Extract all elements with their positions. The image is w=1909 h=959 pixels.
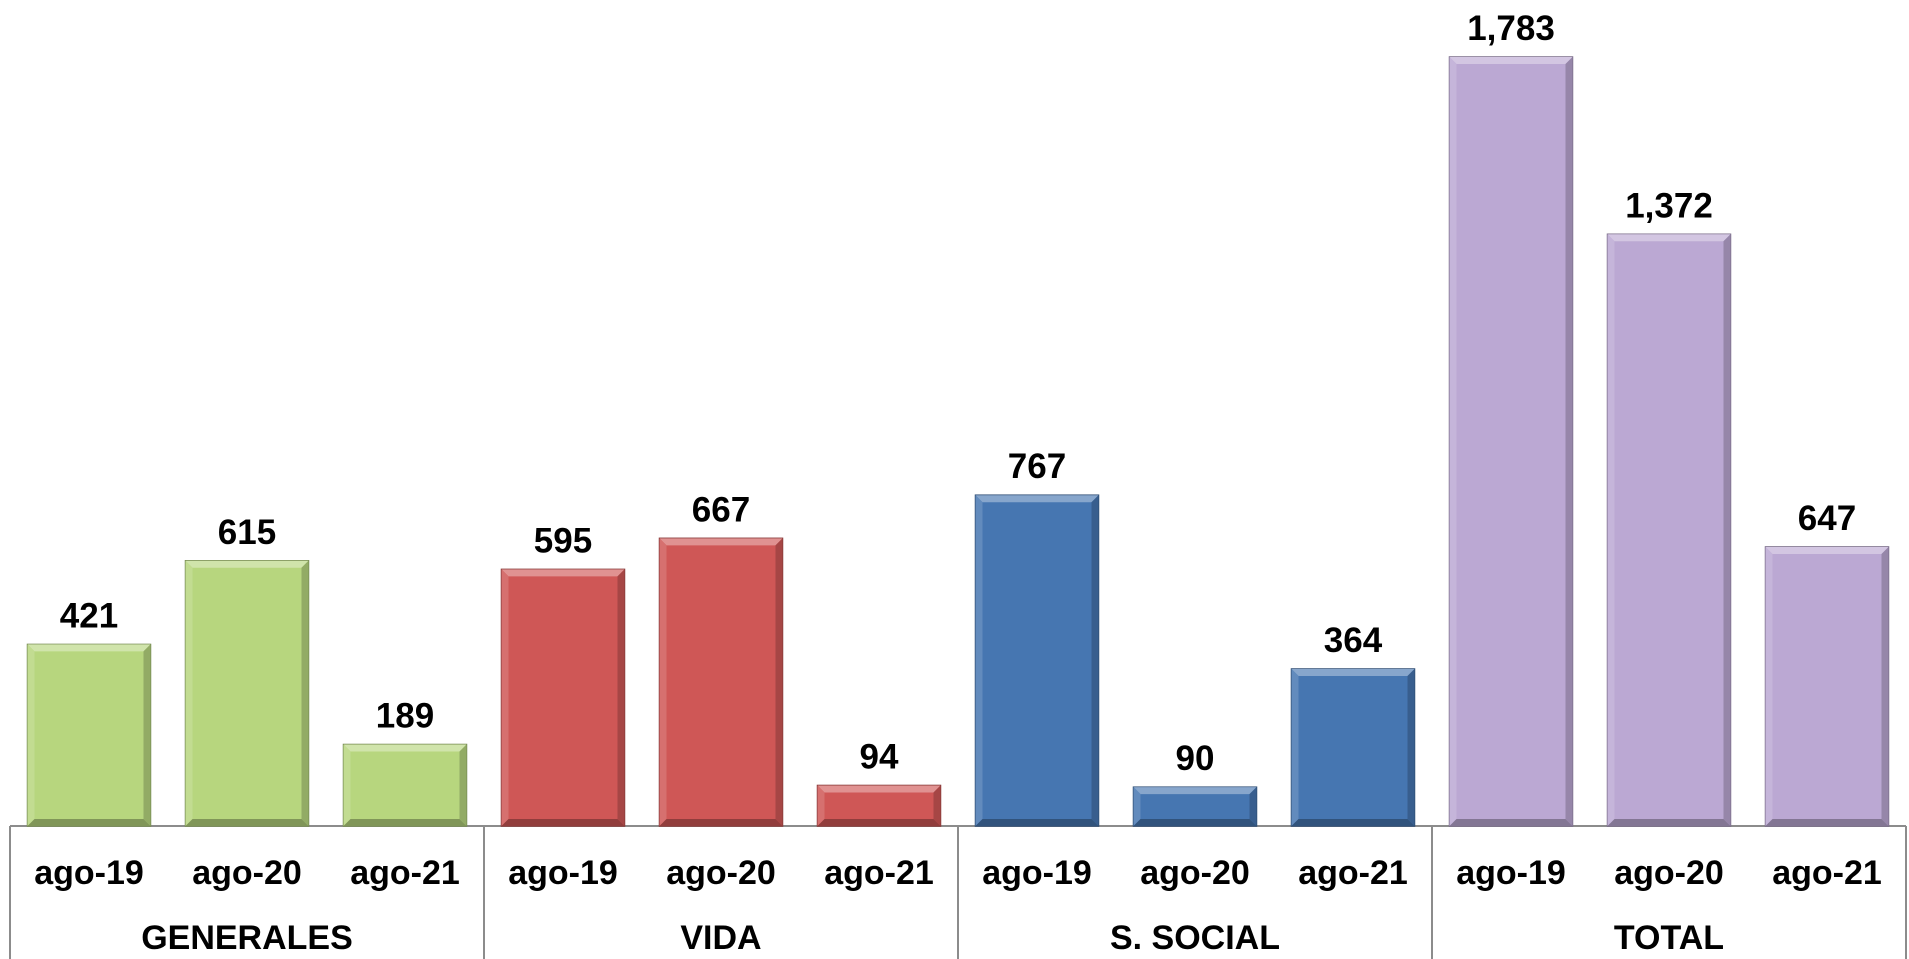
group-label: TOTAL [1614, 919, 1724, 957]
data-label: 90 [1176, 739, 1215, 778]
data-label: 615 [218, 513, 276, 552]
bar-bevel-right [933, 785, 941, 826]
data-label: 595 [534, 521, 592, 560]
data-label: 647 [1798, 499, 1856, 538]
bar-bevel-right [301, 560, 309, 826]
bar-vida-ago-19 [500, 568, 626, 827]
data-label: 767 [1008, 447, 1066, 486]
bar-bevel-right [459, 744, 467, 826]
bar-bevel-top [185, 560, 309, 568]
bar-s-social-ago-21 [1290, 668, 1416, 827]
bar-bevel-bottom [1449, 819, 1573, 826]
bar-bevel-top [659, 538, 783, 546]
bar-vida-ago-20 [658, 537, 784, 827]
bar-total-ago-21 [1764, 546, 1890, 827]
bar-bevel-top [1291, 669, 1415, 677]
bar-bevel-top [817, 785, 941, 793]
bar-face [342, 743, 468, 827]
bar-s-social-ago-19 [974, 494, 1100, 827]
bar-face [658, 537, 784, 827]
bar-bevel-top [501, 569, 625, 577]
bar-bevel-bottom [1765, 819, 1889, 826]
bar-generales-ago-19 [26, 643, 152, 827]
bar-bevel-left [817, 785, 825, 826]
bar-face [1290, 668, 1416, 827]
data-label: 1,372 [1625, 186, 1713, 225]
data-label: 189 [376, 696, 434, 735]
bar-bevel-bottom [1291, 819, 1415, 826]
bar-bevel-top [1133, 787, 1257, 795]
bar-bevel-bottom [975, 819, 1099, 826]
data-label: 364 [1324, 621, 1383, 660]
x-tick-label: ago-19 [34, 854, 144, 892]
bar-face [974, 494, 1100, 827]
bar-vida-ago-21 [816, 784, 942, 827]
data-label: 421 [60, 596, 118, 635]
x-tick-label: ago-20 [1140, 854, 1250, 892]
bar-face [1448, 56, 1574, 827]
bar-bevel-bottom [817, 819, 941, 826]
x-tick-label: ago-20 [192, 854, 302, 892]
bar-bevel-left [975, 495, 983, 826]
bar-bevel-right [1723, 234, 1731, 827]
x-tick-label: ago-21 [1772, 854, 1882, 892]
bar-bevel-bottom [185, 819, 309, 826]
bar-bevel-top [1765, 546, 1889, 554]
bar-bevel-right [1881, 546, 1889, 826]
bar-face [26, 643, 152, 827]
bar-bevel-right [1249, 787, 1257, 826]
bar-bevel-right [617, 569, 625, 826]
bar-face [1606, 233, 1732, 827]
bar-bevel-right [1091, 495, 1099, 826]
bar-total-ago-19 [1448, 56, 1574, 827]
bar-bevel-left [185, 560, 193, 826]
bar-bevel-left [1133, 787, 1141, 826]
x-tick-label: ago-20 [1614, 854, 1724, 892]
group-label: S. SOCIAL [1110, 919, 1280, 957]
bar-bevel-top [343, 744, 467, 752]
x-tick-label: ago-21 [350, 854, 460, 892]
bar-bevel-right [775, 538, 783, 826]
bar-bevel-right [143, 644, 151, 826]
data-label: 1,783 [1467, 9, 1555, 48]
bar-bevel-right [1565, 57, 1573, 826]
x-tick-label: ago-19 [508, 854, 618, 892]
bar-total-ago-20 [1606, 233, 1732, 827]
bar-generales-ago-21 [342, 743, 468, 827]
bar-bevel-left [1765, 546, 1773, 826]
bar-bevel-top [1449, 57, 1573, 64]
bar-bevel-left [501, 569, 509, 826]
bar-bevel-bottom [27, 819, 151, 826]
bar-bevel-bottom [501, 819, 625, 826]
x-tick-label: ago-21 [824, 854, 934, 892]
x-tick-label: ago-19 [982, 854, 1092, 892]
bar-bevel-bottom [1133, 819, 1257, 826]
group-label: GENERALES [141, 919, 353, 957]
bar-bevel-left [1607, 234, 1615, 827]
bar-bevel-left [27, 644, 35, 826]
x-tick-label: ago-21 [1298, 854, 1408, 892]
bar-bevel-bottom [343, 819, 467, 826]
x-tick-label: ago-19 [1456, 854, 1566, 892]
bar-bevel-left [1291, 669, 1299, 826]
x-tick-label: ago-20 [666, 854, 776, 892]
bar-bevel-top [27, 644, 151, 652]
bar-bevel-left [659, 538, 667, 826]
bar-face [184, 560, 310, 827]
data-label: 94 [860, 737, 899, 776]
bar-s-social-ago-20 [1132, 786, 1258, 827]
bar-face [1764, 546, 1890, 827]
bar-bevel-top [1607, 234, 1731, 242]
bar-bevel-left [343, 744, 351, 826]
bar-generales-ago-20 [184, 560, 310, 827]
bar-bevel-left [1449, 57, 1457, 826]
bar-bevel-bottom [659, 819, 783, 826]
bar-bevel-right [1407, 669, 1415, 826]
group-label: VIDA [680, 919, 761, 957]
bar-bevel-bottom [1607, 819, 1731, 826]
bar-bevel-top [975, 495, 1099, 503]
data-label: 667 [692, 490, 750, 529]
bar-face [500, 568, 626, 827]
